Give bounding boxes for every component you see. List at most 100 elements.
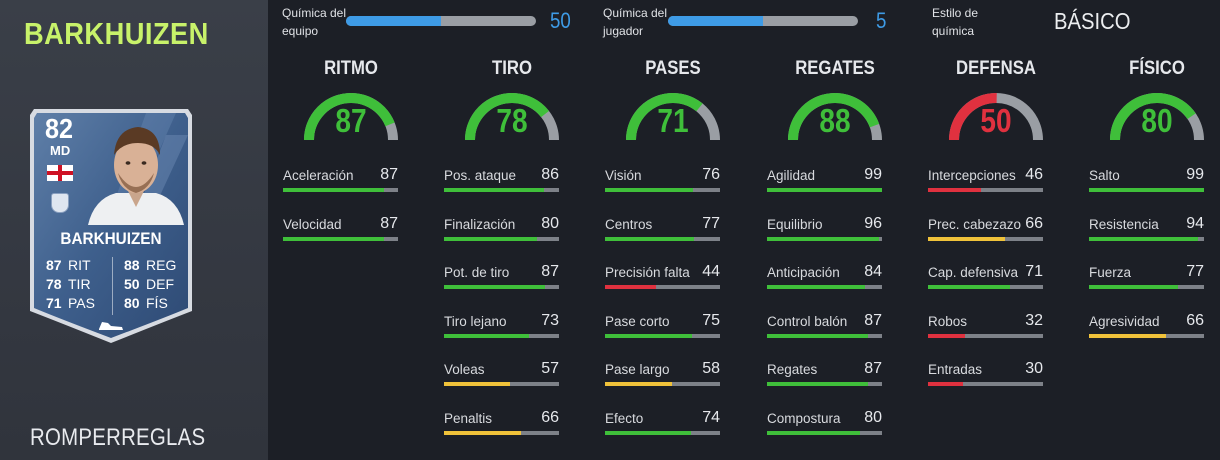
stat-row[interactable]: Control balón 87: [767, 312, 882, 344]
category-title: TIRO: [492, 58, 532, 79]
stat-bar: [605, 236, 720, 241]
team-chem-bar-fill: [346, 16, 441, 26]
card-stat-label: PAS: [68, 295, 95, 311]
stat-bar-fill: [444, 382, 511, 387]
stat-value: 86: [541, 166, 559, 183]
stat-row[interactable]: Pos. ataque 86: [444, 166, 559, 198]
stat-row[interactable]: Equilibrio 96: [767, 215, 882, 247]
player-name: BARKHUIZEN: [24, 16, 209, 51]
stat-row[interactable]: Salto 99: [1089, 166, 1204, 198]
category-value: 71: [657, 102, 689, 139]
card-stat-row: 78 TIR 50 DEF: [46, 276, 181, 295]
stat-bar: [928, 236, 1043, 241]
card-stat-value: 87: [46, 257, 62, 273]
team-chem-label-line: equipo: [282, 24, 319, 38]
stat-row[interactable]: Pot. de tiro 87: [444, 263, 559, 295]
stat-label: Velocidad: [283, 216, 342, 232]
stat-value: 87: [380, 166, 398, 183]
stat-row[interactable]: Intercepciones 46: [928, 166, 1043, 198]
stat-row[interactable]: Aceleración 87: [283, 166, 398, 198]
stat-row[interactable]: Efecto 74: [605, 409, 720, 441]
stat-row[interactable]: Robos 32: [928, 312, 1043, 344]
category-title: RITMO: [324, 58, 378, 79]
stat-row[interactable]: Regates 87: [767, 360, 882, 392]
stat-bar-fill: [444, 333, 529, 338]
stat-row[interactable]: Entradas 30: [928, 360, 1043, 392]
stat-value: 80: [864, 409, 882, 426]
stat-row[interactable]: Pase largo 58: [605, 360, 720, 392]
stat-value: 87: [380, 214, 398, 232]
club-badge-icon: [51, 193, 69, 213]
gauge-fill: [304, 93, 395, 141]
stat-row[interactable]: Agresividad 66: [1089, 311, 1204, 344]
category-value: 78: [496, 102, 528, 139]
stat-bar-fill: [767, 285, 865, 290]
stat-row[interactable]: Resistencia 94: [1089, 214, 1204, 247]
chem-style-value[interactable]: BÁSICO: [1054, 8, 1131, 34]
stat-value: 80: [541, 214, 559, 232]
stat-value: 77: [1186, 263, 1204, 281]
stat-bar: [283, 188, 398, 192]
stat-bar-fill: [283, 188, 385, 192]
stat-row[interactable]: Compostura 80: [767, 409, 882, 441]
stat-bar: [767, 285, 882, 290]
stat-row[interactable]: Fuerza 77: [1089, 263, 1204, 295]
stat-row[interactable]: Velocidad 87: [283, 214, 398, 247]
category-value: 80: [1141, 102, 1173, 139]
stat-value: 94: [1186, 214, 1204, 232]
stat-row[interactable]: Voleas 57: [444, 360, 559, 392]
stat-bar: [928, 285, 1043, 290]
stat-row[interactable]: Agilidad 99: [767, 166, 882, 198]
category-gauge: [949, 93, 1043, 141]
stat-bar-fill: [444, 188, 544, 192]
stat-row[interactable]: Visión 76: [605, 166, 720, 198]
stat-label: Pot. de tiro: [444, 265, 510, 281]
stat-bar: [605, 188, 720, 192]
stat-bar-fill: [605, 333, 693, 338]
card-stat-value: 80: [124, 295, 140, 311]
player-panel: BARKHUIZEN 82 MD: [0, 0, 268, 460]
stat-row[interactable]: Pase corto 75: [605, 312, 720, 344]
player-chem-value: 5: [876, 8, 887, 33]
stat-bar: [928, 333, 1043, 338]
stat-bar-fill: [1089, 285, 1179, 290]
stat-row[interactable]: Centros 77: [605, 214, 720, 247]
stat-value: 57: [541, 360, 559, 378]
card-stats-divider: [112, 257, 113, 315]
card-stat-row: 87 RIT 88 REG: [46, 257, 181, 276]
stat-value: 30: [1025, 360, 1043, 378]
stat-bar: [767, 431, 882, 435]
team-chem-label: Química del equipo: [282, 4, 346, 40]
stat-bar-fill: [605, 382, 673, 387]
stat-row[interactable]: Anticipación 84: [767, 263, 882, 295]
stat-label: Pos. ataque: [444, 168, 517, 183]
stat-bar: [444, 236, 559, 241]
card-position: MD: [50, 143, 71, 158]
stat-row[interactable]: Cap. defensiva 71: [928, 263, 1043, 295]
stat-value: 66: [1186, 311, 1204, 329]
stat-row[interactable]: Tiro lejano 73: [444, 312, 559, 344]
stat-value: 77: [702, 214, 720, 232]
stat-bar-fill: [444, 285, 546, 290]
stat-bar: [928, 382, 1043, 387]
stat-label: Agilidad: [767, 168, 816, 183]
stat-bar-fill: [444, 431, 521, 435]
card-stat-label: TIR: [68, 276, 91, 292]
card-rating: 82: [45, 113, 74, 144]
stat-row[interactable]: Finalización 80: [444, 214, 559, 247]
stat-label: Entradas: [928, 362, 983, 378]
category-value: 50: [980, 102, 1012, 139]
player-card[interactable]: 82 MD BARKHUIZEN 87 RIT 88 REG 78 TIR 50 DEF: [26, 105, 196, 347]
stat-bar-fill: [1089, 236, 1199, 241]
stat-row[interactable]: Penaltis 66: [444, 409, 559, 441]
stat-row[interactable]: Prec. cabezazo 66: [928, 215, 1043, 247]
stat-row[interactable]: Precisión falta 44: [605, 263, 720, 295]
boot-icon: [99, 322, 123, 330]
stat-label: Precisión falta: [605, 265, 690, 281]
card-stat-row: 71 PAS 80 FÍS: [46, 295, 181, 314]
stat-label: Equilibrio: [767, 216, 823, 232]
chem-style-name: ROMPERREGLAS: [30, 424, 206, 451]
stat-label: Pase largo: [605, 362, 670, 378]
stat-value: 66: [541, 409, 559, 426]
stat-bar-fill: [444, 236, 537, 241]
